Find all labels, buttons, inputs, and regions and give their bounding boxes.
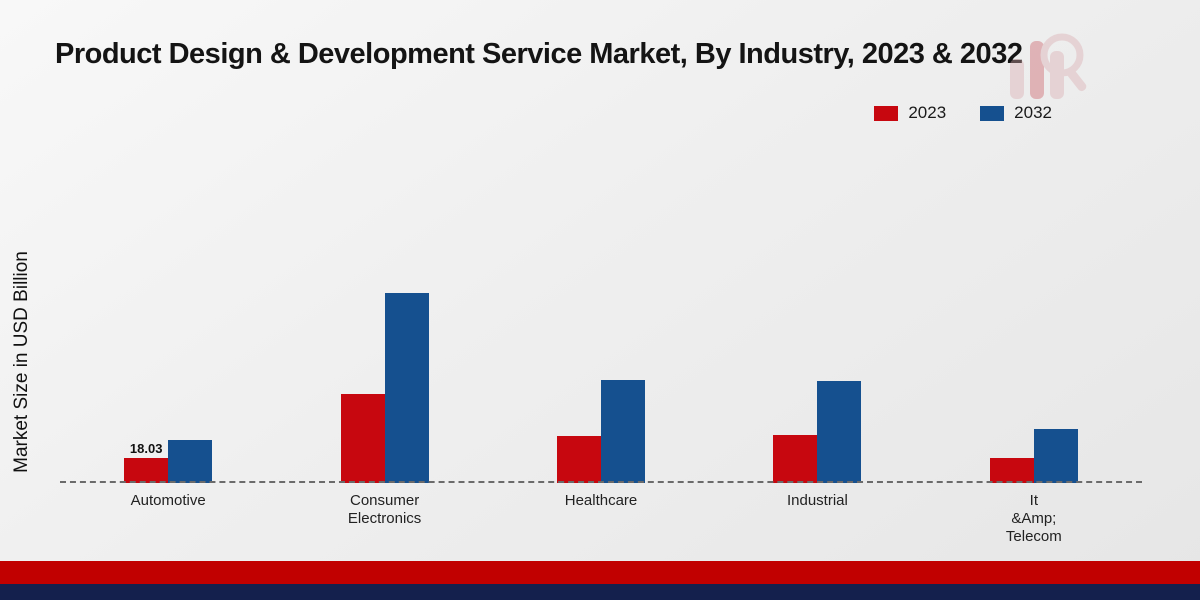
category-axis-labels: Automotive Consumer Electronics Healthcare… xyxy=(60,492,1142,546)
bar-group xyxy=(493,273,709,483)
footer-navy-band xyxy=(0,584,1200,600)
brand-watermark-logo xyxy=(1004,25,1092,122)
bar-2023-it xyxy=(989,458,1034,483)
y-axis-label: Market Size in USD Billion xyxy=(11,251,32,473)
category-label: It &Amp; Telecom xyxy=(1005,492,1062,545)
footer-red-band xyxy=(0,561,1200,584)
bar-value-label: 18.03 xyxy=(129,441,163,457)
bar-2023-automotive: 18.03 xyxy=(124,441,169,483)
x-axis-baseline xyxy=(60,481,1142,483)
bar-group: 18.03 xyxy=(60,273,276,483)
legend-item-2032: 2032 xyxy=(980,103,1052,123)
category-label: Automotive xyxy=(130,492,206,509)
bar-2023-healthcare xyxy=(557,436,602,483)
bar-group xyxy=(709,273,925,483)
bar-2032-consumer xyxy=(384,293,429,483)
bar-group xyxy=(926,273,1142,483)
bar-2023-consumer xyxy=(340,393,385,483)
bar-2032-industrial xyxy=(817,381,862,483)
bar-2032-automotive xyxy=(168,440,213,483)
legend-item-2023: 2023 xyxy=(874,103,946,123)
page-title: Product Design & Development Service Mar… xyxy=(55,38,1023,70)
legend-swatch-2023 xyxy=(874,105,899,121)
legend-label-2023: 2023 xyxy=(908,103,947,122)
category-label: Healthcare xyxy=(564,492,638,509)
legend: 2023 2032 xyxy=(874,103,1052,123)
legend-label-2032: 2032 xyxy=(1014,103,1052,122)
bar-groups: 18.03 xyxy=(60,273,1142,483)
bar-group xyxy=(276,273,492,483)
plot-area: 18.03 xyxy=(60,273,1142,483)
bar-2032-healthcare xyxy=(601,379,646,483)
category-label: Consumer Electronics xyxy=(347,492,422,527)
legend-swatch-2032 xyxy=(980,105,1005,121)
category-label: Industrial xyxy=(786,492,848,509)
bar-2032-it xyxy=(1033,429,1078,483)
bar-2023-industrial xyxy=(773,434,818,483)
